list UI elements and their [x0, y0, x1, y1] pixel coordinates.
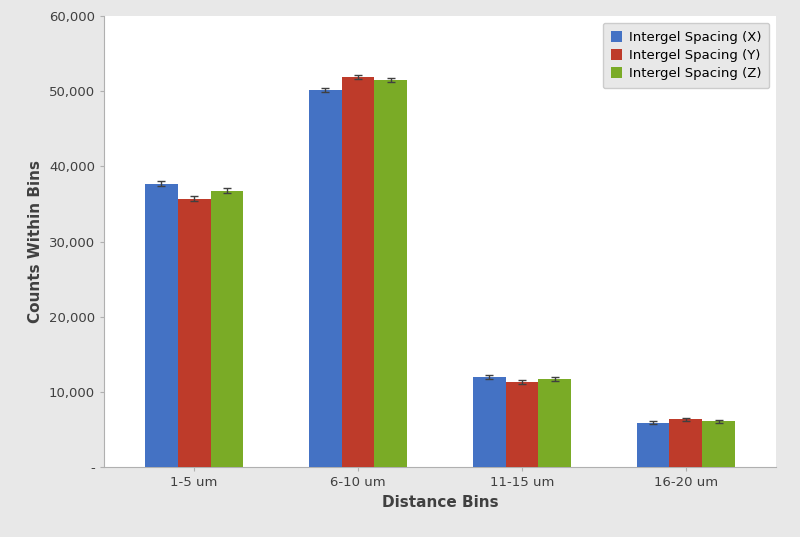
Bar	[670, 419, 702, 467]
Bar	[702, 422, 735, 467]
Bar	[473, 377, 506, 467]
Bar	[309, 90, 342, 467]
Bar	[145, 184, 178, 467]
Bar	[210, 191, 243, 467]
Bar	[374, 80, 407, 467]
X-axis label: Distance Bins: Distance Bins	[382, 495, 498, 510]
Bar	[342, 77, 374, 467]
Bar	[538, 379, 571, 467]
Y-axis label: Counts Within Bins: Counts Within Bins	[28, 160, 43, 323]
Legend: Intergel Spacing (X), Intergel Spacing (Y), Intergel Spacing (Z): Intergel Spacing (X), Intergel Spacing (…	[602, 23, 770, 88]
Bar	[506, 382, 538, 467]
Bar	[178, 199, 210, 467]
Bar	[637, 423, 670, 467]
